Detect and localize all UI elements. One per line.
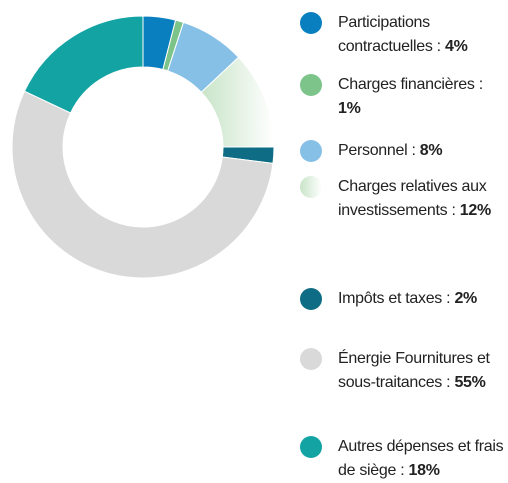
legend-label: Participations contractuelles : [338, 14, 441, 55]
legend-label: Énergie Fournitures et sous-traitances : [338, 350, 490, 391]
legend-value: 2% [454, 290, 477, 307]
legend-swatch [300, 140, 322, 162]
legend-swatch [300, 74, 322, 96]
legend-text: Autres dépenses et frais de siège : 18% [338, 435, 508, 482]
legend-label: Charges financières : [338, 76, 483, 93]
legend-value: 8% [419, 142, 443, 159]
legend-value: 4% [444, 37, 468, 55]
legend-text: Charges financières : 1% [338, 73, 508, 120]
legend-label: Charges relatives aux investissements : [338, 178, 487, 219]
slice [23, 15, 144, 114]
legend-text: Impôts et taxes : 2% [338, 287, 508, 311]
donut [11, 15, 275, 279]
legend-swatch [300, 348, 322, 370]
legend-value: 55% [454, 373, 486, 391]
legend-text: Énergie Fournitures et sous-traitances :… [338, 347, 508, 394]
legend-text: Participations contractuelles : 4% [338, 11, 508, 58]
legend-text: Charges relatives aux investissements : … [338, 175, 508, 222]
legend-swatch [300, 12, 322, 34]
legend-label: Impôts et taxes : [338, 290, 451, 307]
legend-label: Autres dépenses et frais de siège : [338, 438, 504, 479]
legend-text: Personnel : 8% [338, 139, 508, 163]
legend-swatch [300, 436, 322, 458]
legend-value: 12% [459, 201, 491, 219]
legend-value: 1% [338, 99, 361, 117]
slice [11, 90, 274, 279]
legend-label: Personnel : [338, 142, 416, 159]
legend-swatch [300, 176, 322, 198]
legend-swatch [300, 288, 322, 310]
legend-value: 18% [408, 461, 440, 479]
